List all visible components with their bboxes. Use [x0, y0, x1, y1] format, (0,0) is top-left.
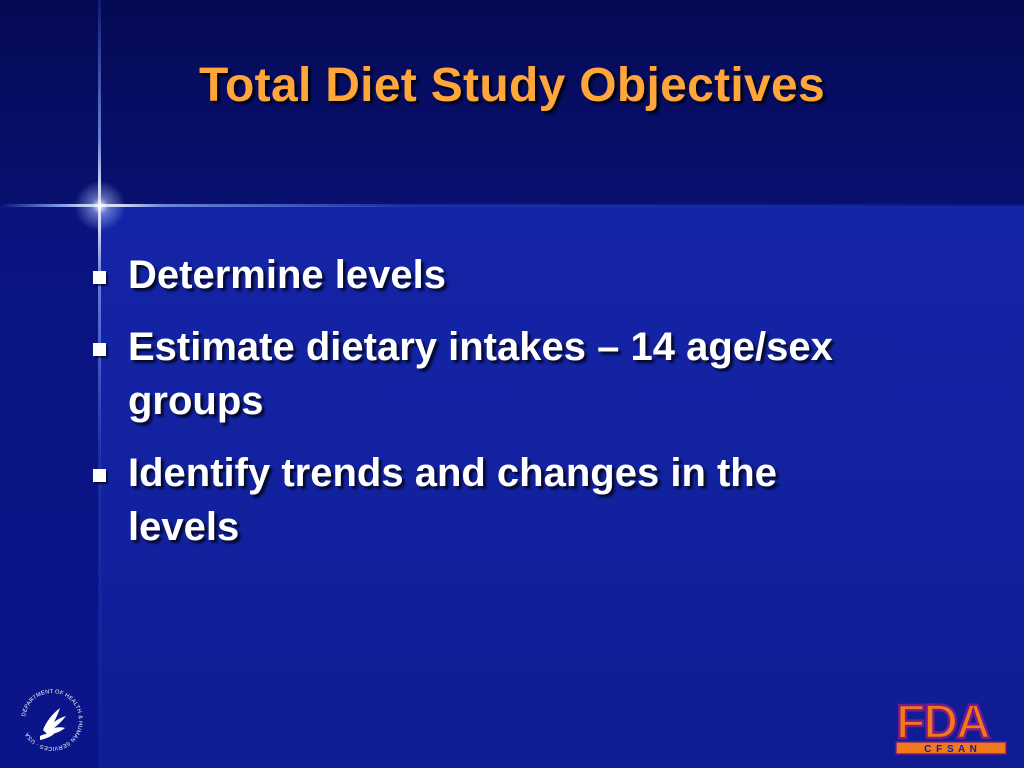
flare-glow	[70, 176, 130, 236]
top-background-band	[0, 0, 1024, 206]
square-bullet-icon	[93, 469, 106, 482]
bullet-text: Identify trends and changes in the level…	[128, 451, 777, 549]
fda-cfsan-logo: FDA C F S A N	[895, 695, 1007, 755]
bullet-text: Estimate dietary intakes – 14 age/sex gr…	[128, 325, 833, 423]
bullet-list: Determine levels Estimate dietary intake…	[88, 248, 888, 572]
body-background	[100, 206, 1024, 768]
hhs-seal-logo: DEPARTMENT OF HEALTH & HUMAN SERVICES · …	[21, 689, 83, 751]
bullet-item: Identify trends and changes in the level…	[88, 446, 888, 554]
square-bullet-icon	[93, 343, 106, 356]
left-background-band	[0, 206, 100, 768]
bullet-item: Estimate dietary intakes – 14 age/sex gr…	[88, 320, 888, 428]
horizontal-flare-line	[0, 204, 1024, 207]
cfsan-subtext: C F S A N	[924, 744, 978, 755]
fda-wordmark: FDA	[896, 696, 990, 749]
bullet-text: Determine levels	[128, 253, 446, 297]
square-bullet-icon	[93, 271, 106, 284]
slide-title: Total Diet Study Objectives	[198, 59, 825, 112]
vertical-flare-line	[98, 0, 101, 768]
bullet-item: Determine levels	[88, 248, 888, 302]
